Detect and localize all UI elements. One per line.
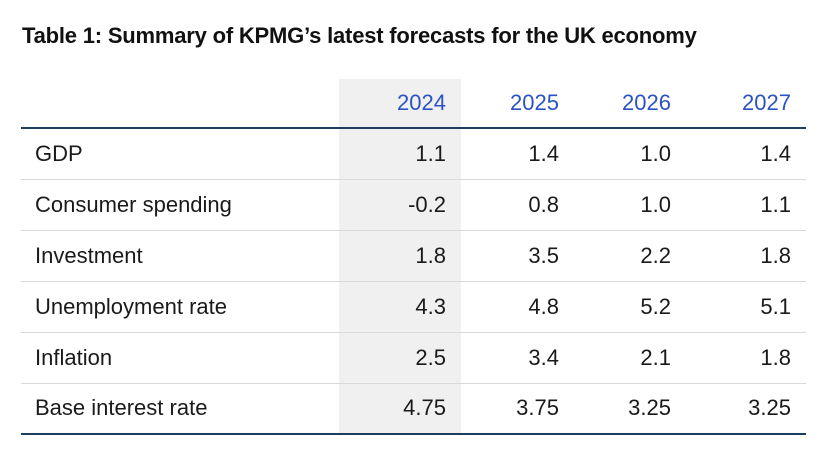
column-header-2026: 2026 — [574, 79, 686, 129]
cell-2024: 1.1 — [339, 128, 461, 179]
table-body: GDP 1.1 1.4 1.0 1.4 Consumer spending -0.2 0.8 1… — [21, 128, 806, 434]
cell-2024: 4.75 — [339, 383, 461, 434]
row-label: Consumer spending — [35, 191, 232, 217]
cell-2027: 3.25 — [748, 395, 791, 421]
column-header-2025: 2025 — [461, 79, 574, 129]
row-label: Inflation — [35, 344, 113, 370]
cell-2027: 1.4 — [760, 140, 791, 166]
cell-2026: 2.2 — [640, 242, 671, 268]
header-row: 2024 2025 2026 2027 — [21, 79, 806, 129]
cell-2025: 3.4 — [528, 344, 559, 370]
cell-2024: 4.3 — [339, 281, 461, 332]
cell-2026: 1.0 — [640, 140, 671, 166]
table-title: Table 1: Summary of KPMG’s latest foreca… — [22, 23, 697, 48]
table-row: Inflation 2.5 3.4 2.1 1.8 — [21, 332, 806, 383]
cell-2026: 2.1 — [640, 344, 671, 370]
cell-2026: 5.2 — [640, 293, 671, 319]
table-row: GDP 1.1 1.4 1.0 1.4 — [21, 128, 806, 179]
cell-2025: 3.75 — [516, 395, 559, 421]
row-label: Investment — [35, 242, 143, 268]
cell-2026: 3.25 — [628, 395, 671, 421]
column-header-2024: 2024 — [339, 79, 461, 129]
row-label: Base interest rate — [35, 395, 208, 421]
row-label: GDP — [35, 140, 83, 166]
table-row: Unemployment rate 4.3 4.8 5.2 5.1 — [21, 281, 806, 332]
table-row: Base interest rate 4.75 3.75 3.25 3.25 — [21, 383, 806, 434]
cell-2027: 1.8 — [760, 344, 791, 370]
report-page: Table 1: Summary of KPMG’s latest foreca… — [0, 23, 837, 435]
cell-2024: 2.5 — [339, 332, 461, 383]
cell-2027: 5.1 — [760, 293, 791, 319]
cell-2027: 1.1 — [760, 191, 791, 217]
cell-2024: 1.8 — [339, 230, 461, 281]
cell-2025: 3.5 — [528, 242, 559, 268]
cell-2025: 4.8 — [528, 293, 559, 319]
column-header-2027: 2027 — [686, 79, 806, 129]
cell-2026: 1.0 — [640, 191, 671, 217]
cell-2025: 0.8 — [528, 191, 559, 217]
cell-2027: 1.8 — [760, 242, 791, 268]
forecast-table: 2024 2025 2026 2027 GDP 1.1 1.4 1.0 1.4 Consu… — [21, 79, 806, 435]
cell-2024: -0.2 — [339, 179, 461, 230]
table-row: Investment 1.8 3.5 2.2 1.8 — [21, 230, 806, 281]
cell-2025: 1.4 — [528, 140, 559, 166]
table-row: Consumer spending -0.2 0.8 1.0 1.1 — [21, 179, 806, 230]
header-empty-cell — [21, 79, 339, 129]
row-label: Unemployment rate — [35, 293, 227, 319]
